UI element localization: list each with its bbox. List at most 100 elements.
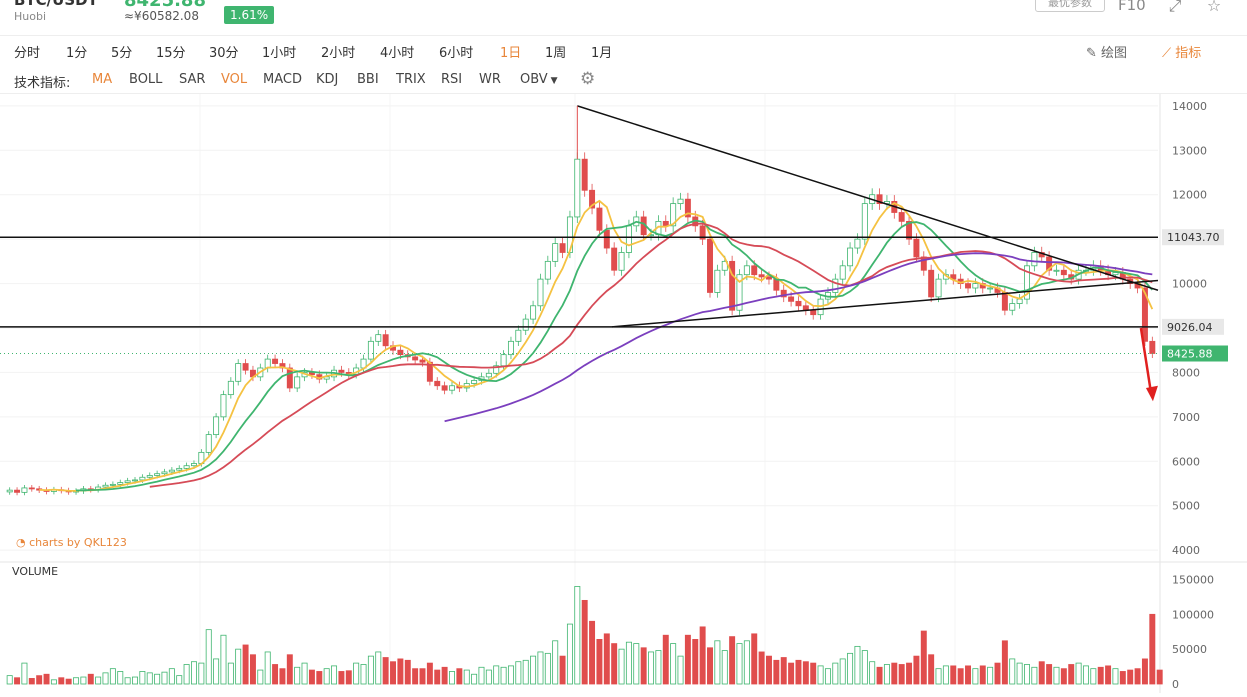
volume-bar bbox=[942, 665, 949, 685]
candle-body bbox=[847, 247, 854, 267]
chart-area[interactable]: 1400013000120001100010000900080007000600… bbox=[0, 94, 1247, 693]
y-tick-label: 14000 bbox=[1172, 100, 1207, 113]
candle-body bbox=[898, 212, 905, 222]
indicator-obv[interactable]: OBV ▼ bbox=[520, 72, 558, 87]
ma20-line bbox=[149, 222, 1153, 488]
volume-bar bbox=[883, 664, 890, 685]
volume-bar bbox=[58, 677, 65, 685]
y-tick-label: 6000 bbox=[1172, 455, 1200, 468]
timeframe-item[interactable]: 1小时 bbox=[262, 46, 297, 61]
timeframe-item[interactable]: 4小时 bbox=[380, 46, 415, 61]
volume-bar bbox=[205, 629, 212, 685]
volume-bar bbox=[1024, 664, 1030, 685]
candle-body bbox=[161, 471, 168, 475]
volume-bar bbox=[692, 639, 699, 685]
fullscreen-icon[interactable]: ⤢ bbox=[1168, 0, 1182, 15]
volume-bar bbox=[522, 659, 529, 685]
timeframe-item[interactable]: 30分 bbox=[209, 46, 239, 61]
volume-bar bbox=[471, 673, 478, 685]
draw-tool-button[interactable]: ✎ 绘图 bbox=[1086, 42, 1127, 61]
y-tick-label: 13000 bbox=[1172, 144, 1207, 157]
volume-bar bbox=[773, 659, 780, 685]
level-label: 9026.04 bbox=[1167, 321, 1213, 334]
volume-bar bbox=[1097, 666, 1104, 685]
timeframe-item[interactable]: 2小时 bbox=[321, 46, 356, 61]
indicator-boll[interactable]: BOLL bbox=[129, 72, 163, 87]
volume-tick-label: 100000 bbox=[1172, 608, 1214, 621]
indicator-bbi[interactable]: BBI bbox=[357, 72, 379, 87]
candle-body bbox=[603, 229, 610, 249]
volume-bar bbox=[1038, 661, 1045, 685]
price-cny: ≈¥60582.08 bbox=[124, 9, 199, 23]
volume-bar bbox=[132, 676, 138, 685]
candle-body bbox=[677, 198, 684, 205]
star-icon[interactable]: ☆ bbox=[1206, 0, 1222, 15]
volume-bar bbox=[1009, 658, 1016, 685]
volume-bar bbox=[272, 664, 279, 685]
candle-body bbox=[419, 359, 426, 363]
indicator-ma[interactable]: MA bbox=[92, 72, 113, 87]
volume-bar bbox=[412, 668, 419, 685]
volume-tick-label: 50000 bbox=[1172, 643, 1207, 656]
volume-bar bbox=[102, 672, 109, 685]
volume-bar bbox=[124, 677, 131, 685]
timeframe-item[interactable]: 分时 bbox=[14, 46, 41, 61]
indicator-rsi[interactable]: RSI bbox=[441, 72, 463, 87]
candle-body bbox=[743, 265, 750, 276]
indicator-kdj[interactable]: KDJ bbox=[316, 72, 339, 87]
candlestick-chart[interactable]: 1400013000120001100010000900080007000600… bbox=[0, 94, 1247, 693]
indicator-button[interactable]: ⟋ 指标 bbox=[1162, 42, 1201, 61]
volume-bar bbox=[935, 668, 942, 685]
candle-body bbox=[1016, 298, 1023, 304]
timeframe-item-active[interactable]: 1日 bbox=[500, 46, 522, 61]
timeframe-item[interactable]: 15分 bbox=[156, 46, 186, 61]
timeframe-item[interactable]: 6小时 bbox=[439, 46, 474, 61]
volume-bar bbox=[43, 673, 50, 685]
candle-body bbox=[146, 475, 153, 478]
timeframe-item[interactable]: 1月 bbox=[591, 46, 613, 61]
volume-bar bbox=[36, 675, 43, 685]
volume-bar bbox=[1001, 640, 1008, 685]
volume-bar bbox=[751, 633, 758, 685]
volume-bar bbox=[1119, 671, 1126, 685]
indicator-sar[interactable]: SAR bbox=[179, 72, 206, 87]
candle-body bbox=[168, 469, 175, 473]
timeframe-item[interactable]: 1分 bbox=[66, 46, 88, 61]
candle-body bbox=[397, 349, 404, 356]
indicator-vol[interactable]: VOL bbox=[221, 72, 248, 87]
y-tick-label: 5000 bbox=[1172, 500, 1200, 513]
volume-bar bbox=[670, 643, 677, 685]
top-bar: BTC/USDT Huobi 8425.88 ≈¥60582.08 1.61% … bbox=[0, 0, 1247, 36]
volume-bar bbox=[515, 661, 522, 685]
candle-body bbox=[574, 158, 581, 218]
f10-button[interactable]: F10 bbox=[1118, 0, 1146, 14]
volume-bar bbox=[6, 675, 13, 685]
volume-bar bbox=[353, 662, 360, 685]
change-badge: 1.61% bbox=[224, 6, 275, 24]
level-label-box bbox=[1162, 229, 1224, 246]
volume-bar bbox=[736, 643, 743, 685]
timeframe-item[interactable]: 1周 bbox=[545, 46, 567, 61]
volume-bar bbox=[87, 673, 94, 685]
volume-bar bbox=[1156, 669, 1163, 685]
volume-bar bbox=[854, 645, 861, 685]
volume-bar bbox=[707, 647, 713, 685]
indicator-macd[interactable]: MACD bbox=[263, 72, 302, 87]
volume-bar bbox=[478, 666, 485, 685]
volume-bar bbox=[485, 669, 492, 685]
volume-bar bbox=[21, 662, 28, 685]
gear-icon[interactable]: ⚙ bbox=[580, 69, 596, 89]
candle-body bbox=[286, 367, 293, 389]
draw-label: 绘图 bbox=[1101, 46, 1128, 61]
optimize-params-button[interactable]: 最优参数 bbox=[1035, 0, 1105, 12]
pencil-icon: ✎ bbox=[1086, 46, 1097, 61]
indicator-trix[interactable]: TRIX bbox=[396, 72, 426, 87]
volume-bar bbox=[1134, 668, 1141, 685]
candle-body bbox=[507, 340, 514, 356]
volume-bar bbox=[802, 661, 809, 685]
candle-body bbox=[412, 356, 419, 361]
volume-bar bbox=[1016, 662, 1023, 685]
timeframe-item[interactable]: 5分 bbox=[111, 46, 133, 61]
indicator-wr[interactable]: WR bbox=[479, 72, 501, 87]
candle-body bbox=[530, 305, 537, 320]
